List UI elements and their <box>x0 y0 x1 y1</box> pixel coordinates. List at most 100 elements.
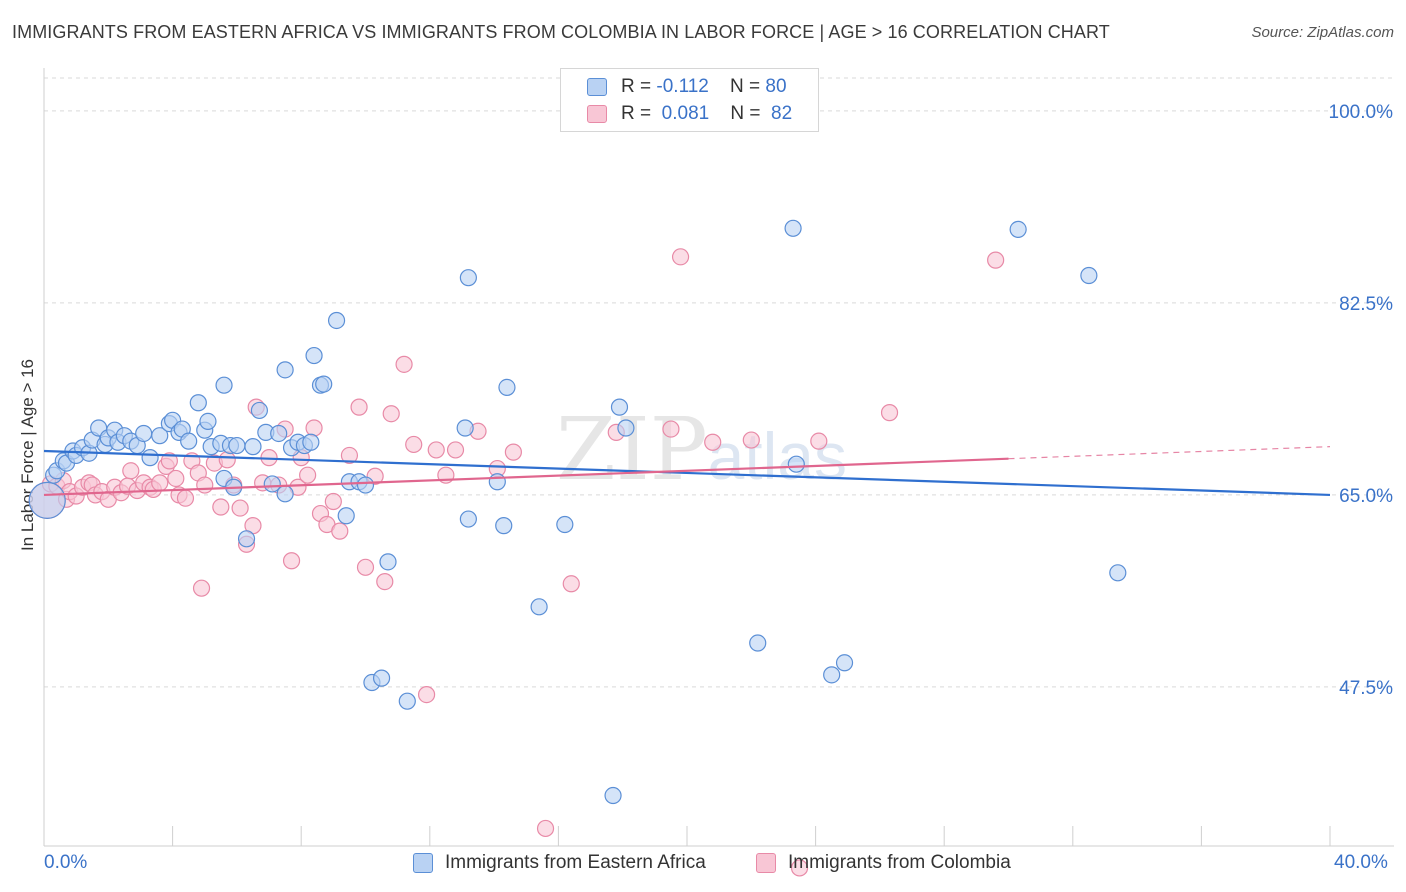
point-colombia <box>151 474 169 492</box>
point-eastern-africa <box>372 669 391 687</box>
series-colombia-points <box>28 248 1005 877</box>
point-colombia <box>880 404 899 422</box>
point-eastern-africa <box>495 517 513 535</box>
point-eastern-africa <box>327 311 346 330</box>
legend-swatch-blue <box>587 78 607 96</box>
point-eastern-africa <box>530 598 548 616</box>
axes <box>43 68 1394 847</box>
point-colombia <box>282 552 301 570</box>
legend-n-value: 80 <box>765 76 787 97</box>
point-colombia <box>417 685 436 704</box>
point-colombia <box>376 572 394 591</box>
legend: R = -0.112 N = 80 R = 0.081 N = 82 <box>560 68 819 132</box>
bottom-legend-label: Immigrants from Eastern Africa <box>445 852 706 873</box>
y-tick-labels: 47.5% 65.0% 82.5% 100.0% <box>1329 102 1394 699</box>
point-eastern-africa <box>337 507 355 525</box>
point-colombia <box>192 579 211 597</box>
trend-line-eastern-africa <box>43 449 1331 497</box>
point-eastern-africa <box>488 473 506 491</box>
point-eastern-africa <box>1009 220 1027 239</box>
legend-n-value: 82 <box>771 103 793 124</box>
point-eastern-africa <box>315 375 333 393</box>
legend-swatch-pink <box>587 105 607 123</box>
point-eastern-africa <box>498 378 516 396</box>
point-eastern-africa <box>1080 266 1098 285</box>
point-colombia <box>382 405 400 423</box>
legend-row-eastern-africa: R = -0.112 N = 80 <box>587 76 787 98</box>
legend-row-colombia: R = 0.081 N = 82 <box>587 103 792 125</box>
bottom-legend-label: Immigrants from Colombia <box>788 852 1011 873</box>
point-colombia <box>671 248 690 266</box>
point-colombia <box>662 420 680 438</box>
legend-n-label: N = <box>730 103 761 124</box>
point-colombia <box>427 441 445 459</box>
grid-lines <box>44 77 1394 688</box>
trend-line-colombia-extension <box>1008 446 1331 460</box>
point-eastern-africa <box>263 475 281 493</box>
point-colombia <box>562 575 580 593</box>
point-colombia <box>196 476 214 494</box>
bottom-legend-item-colombia: Immigrants from Colombia <box>756 852 1011 874</box>
point-colombia <box>176 489 195 507</box>
watermark: ZIPatlas <box>556 400 847 500</box>
point-eastern-africa <box>180 432 198 450</box>
point-eastern-africa <box>556 515 574 534</box>
legend-r-value: -0.112 <box>656 76 709 97</box>
point-eastern-africa <box>215 376 233 394</box>
point-eastern-africa <box>835 654 854 672</box>
point-colombia <box>305 419 323 437</box>
legend-n-label: N = <box>729 76 761 97</box>
bottom-legend-swatch-pink <box>756 853 776 873</box>
point-eastern-africa <box>823 666 841 684</box>
point-eastern-africa <box>784 219 802 237</box>
point-colombia <box>405 435 423 454</box>
source-label: Source: ZipAtlas.com <box>1251 24 1394 41</box>
chart-title: IMMIGRANTS FROM EASTERN AFRICA VS IMMIGR… <box>12 22 1110 42</box>
point-eastern-africa <box>305 346 323 365</box>
point-eastern-africa <box>151 427 169 445</box>
point-eastern-africa <box>302 433 320 451</box>
point-eastern-africa <box>356 476 375 494</box>
legend-r-value: 0.081 <box>661 103 710 124</box>
y-tick-label: 47.5% <box>1339 678 1393 699</box>
point-eastern-africa <box>199 412 217 431</box>
point-eastern-africa <box>398 692 416 710</box>
bottom-legend-swatch-blue <box>413 853 433 873</box>
legend-r-label: R = <box>621 76 652 97</box>
point-colombia <box>395 355 413 373</box>
point-eastern-africa <box>135 424 153 443</box>
y-tick-label: 65.0% <box>1339 486 1393 507</box>
point-eastern-africa <box>244 438 262 456</box>
point-colombia <box>704 433 722 451</box>
point-colombia <box>218 451 236 469</box>
point-colombia <box>810 432 828 450</box>
y-tick-label: 82.5% <box>1339 294 1393 315</box>
point-colombia <box>167 469 185 488</box>
point-colombia <box>212 498 230 516</box>
point-eastern-africa <box>250 401 269 420</box>
trend-line-colombia <box>43 457 1009 497</box>
point-eastern-africa <box>1109 564 1127 582</box>
point-colombia <box>324 492 342 511</box>
point-colombia <box>446 441 465 459</box>
point-colombia <box>350 398 368 416</box>
point-eastern-africa <box>276 361 294 379</box>
point-colombia <box>742 431 760 449</box>
y-tick-label: 100.0% <box>1329 102 1394 123</box>
bottom-legend-item-eastern-africa: Immigrants from Eastern Africa <box>413 852 706 874</box>
watermark-main: ZIP <box>556 400 708 500</box>
point-colombia <box>331 522 349 540</box>
point-eastern-africa <box>787 455 805 473</box>
point-eastern-africa <box>276 485 294 503</box>
point-eastern-africa <box>228 436 246 455</box>
point-colombia <box>231 499 249 517</box>
point-eastern-africa <box>270 424 288 443</box>
series-eastern-africa-points <box>28 219 1127 805</box>
point-eastern-africa <box>141 449 159 467</box>
point-eastern-africa <box>28 481 66 519</box>
point-eastern-africa <box>749 634 767 652</box>
point-eastern-africa <box>610 398 629 416</box>
point-colombia <box>790 859 809 877</box>
bottom-legend: Immigrants from Eastern Africa Immigrant… <box>0 852 1406 876</box>
